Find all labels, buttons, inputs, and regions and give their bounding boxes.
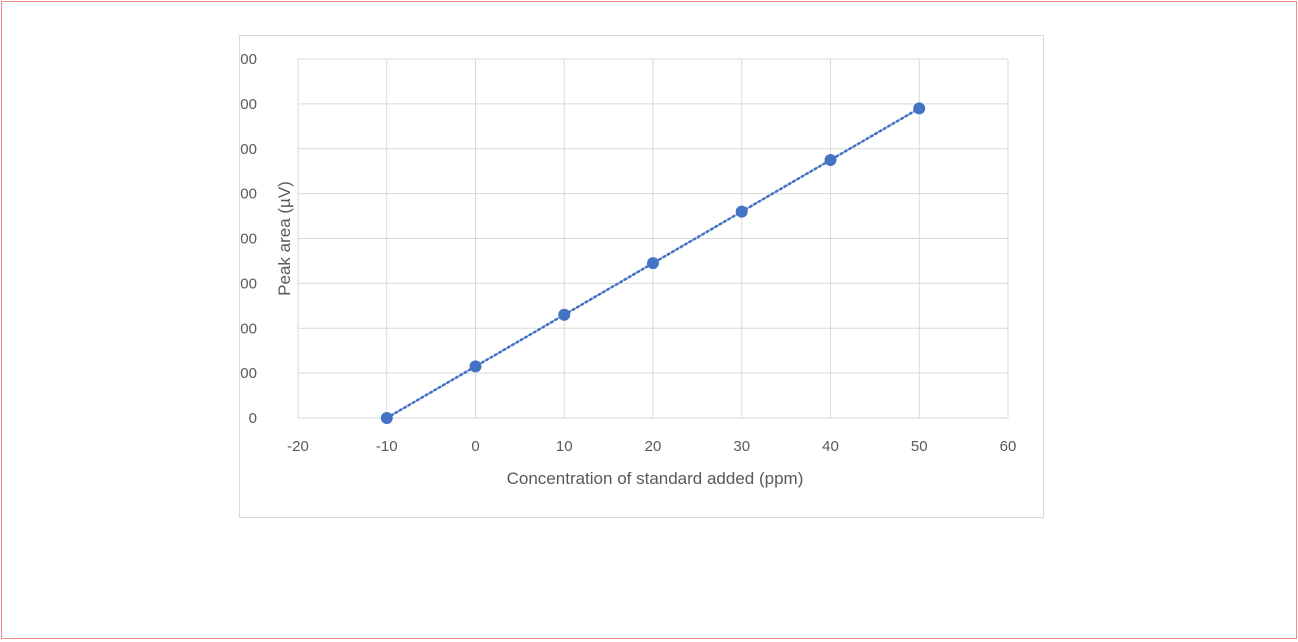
y-tick-label: 2000 [240, 365, 257, 382]
x-axis-title: Concentration of standard added (ppm) [507, 469, 804, 488]
horizontal-gridlines [298, 58, 1008, 419]
y-tick-label: 8000 [240, 231, 257, 248]
data-point [735, 205, 748, 218]
y-tick-label: 16000 [240, 51, 257, 68]
data-points [380, 102, 926, 424]
x-tick-label: 40 [822, 438, 839, 455]
x-tick-label: 30 [733, 438, 750, 455]
y-tick-label: 4000 [240, 320, 257, 337]
x-tick-label: 10 [556, 438, 573, 455]
x-tick-label: 50 [911, 438, 928, 455]
y-tick-label: 12000 [240, 141, 257, 158]
x-tick-label: 60 [1000, 438, 1017, 455]
x-tick-label: -10 [376, 438, 398, 455]
data-point [913, 102, 926, 115]
x-tick-label: 0 [471, 438, 479, 455]
data-point [824, 153, 837, 166]
data-point [558, 308, 571, 321]
data-point [647, 257, 659, 270]
y-tick-label: 14000 [240, 96, 257, 113]
x-axis-tick-labels: -20 -10 0 10 20 30 40 50 60 [287, 438, 1016, 455]
data-point [469, 360, 482, 373]
x-tick-label: -20 [287, 438, 309, 455]
data-point [380, 412, 393, 424]
y-tick-label: 10000 [240, 186, 257, 203]
x-tick-label: 20 [645, 438, 662, 455]
y-axis-title: Peak area (µV) [275, 181, 294, 296]
y-tick-label: 0 [249, 410, 257, 427]
